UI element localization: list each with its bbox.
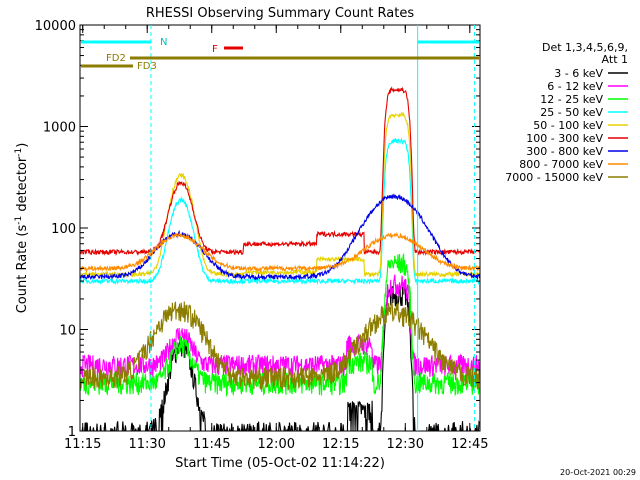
fd2-label: FD2 (106, 53, 126, 64)
series-line-6 (80, 193, 480, 281)
series-line-5 (80, 86, 480, 257)
legend-label-4: 50 - 100 keV (533, 119, 603, 132)
x-tick-label: 11:30 (128, 437, 165, 452)
series-line-0 (80, 285, 480, 431)
legend-label-3: 25 - 50 keV (540, 106, 603, 119)
night-label: N (160, 37, 167, 48)
flare-label: F (212, 44, 218, 55)
x-tick-label: 12:45 (451, 437, 488, 452)
fd3-label: FD3 (137, 61, 157, 72)
series-group (80, 86, 480, 431)
x-tick-label: 11:45 (193, 437, 230, 452)
timestamp: 20-Oct-2021 00:29 (560, 468, 636, 477)
chart-title: RHESSI Observing Summary Count Rates (146, 6, 415, 21)
x-tick-label: 11:15 (64, 437, 101, 452)
y-tick-label: 1 (68, 425, 76, 440)
legend-label-0: 3 - 6 keV (554, 67, 603, 80)
x-tick-label: 12:15 (322, 437, 359, 452)
legend-label-1: 6 - 12 keV (547, 80, 603, 93)
x-tick-label: 12:30 (387, 437, 424, 452)
series-line-2 (80, 252, 480, 398)
y-tick-label: 100 (51, 222, 76, 237)
series-line-3 (80, 137, 480, 286)
legend-label-8: 7000 - 15000 keV (505, 171, 603, 184)
series-line-7 (80, 231, 480, 273)
legend-label-5: 100 - 300 keV (526, 132, 603, 145)
series-line-8 (80, 301, 480, 390)
series-line-1 (80, 274, 480, 380)
legend-label-7: 800 - 7000 keV (519, 158, 603, 171)
legend-title-2: Att 1 (602, 53, 628, 66)
y-tick-label: 1000 (43, 121, 76, 136)
legend-label-2: 12 - 25 keV (540, 93, 603, 106)
legend-title-1: Det 1,3,4,5,6,9, (542, 41, 628, 54)
x-tick-label: 12:00 (258, 437, 295, 452)
y-tick-label: 10 (59, 324, 76, 339)
legend-label-6: 300 - 800 keV (526, 145, 603, 158)
y-tick-label: 10000 (35, 19, 76, 34)
series-line-4 (80, 111, 480, 279)
x-axis-label: Start Time (05-Oct-02 11:14:22) (175, 456, 385, 471)
y-axis-label: Count Rate (s-1 detector-1) (14, 143, 30, 314)
